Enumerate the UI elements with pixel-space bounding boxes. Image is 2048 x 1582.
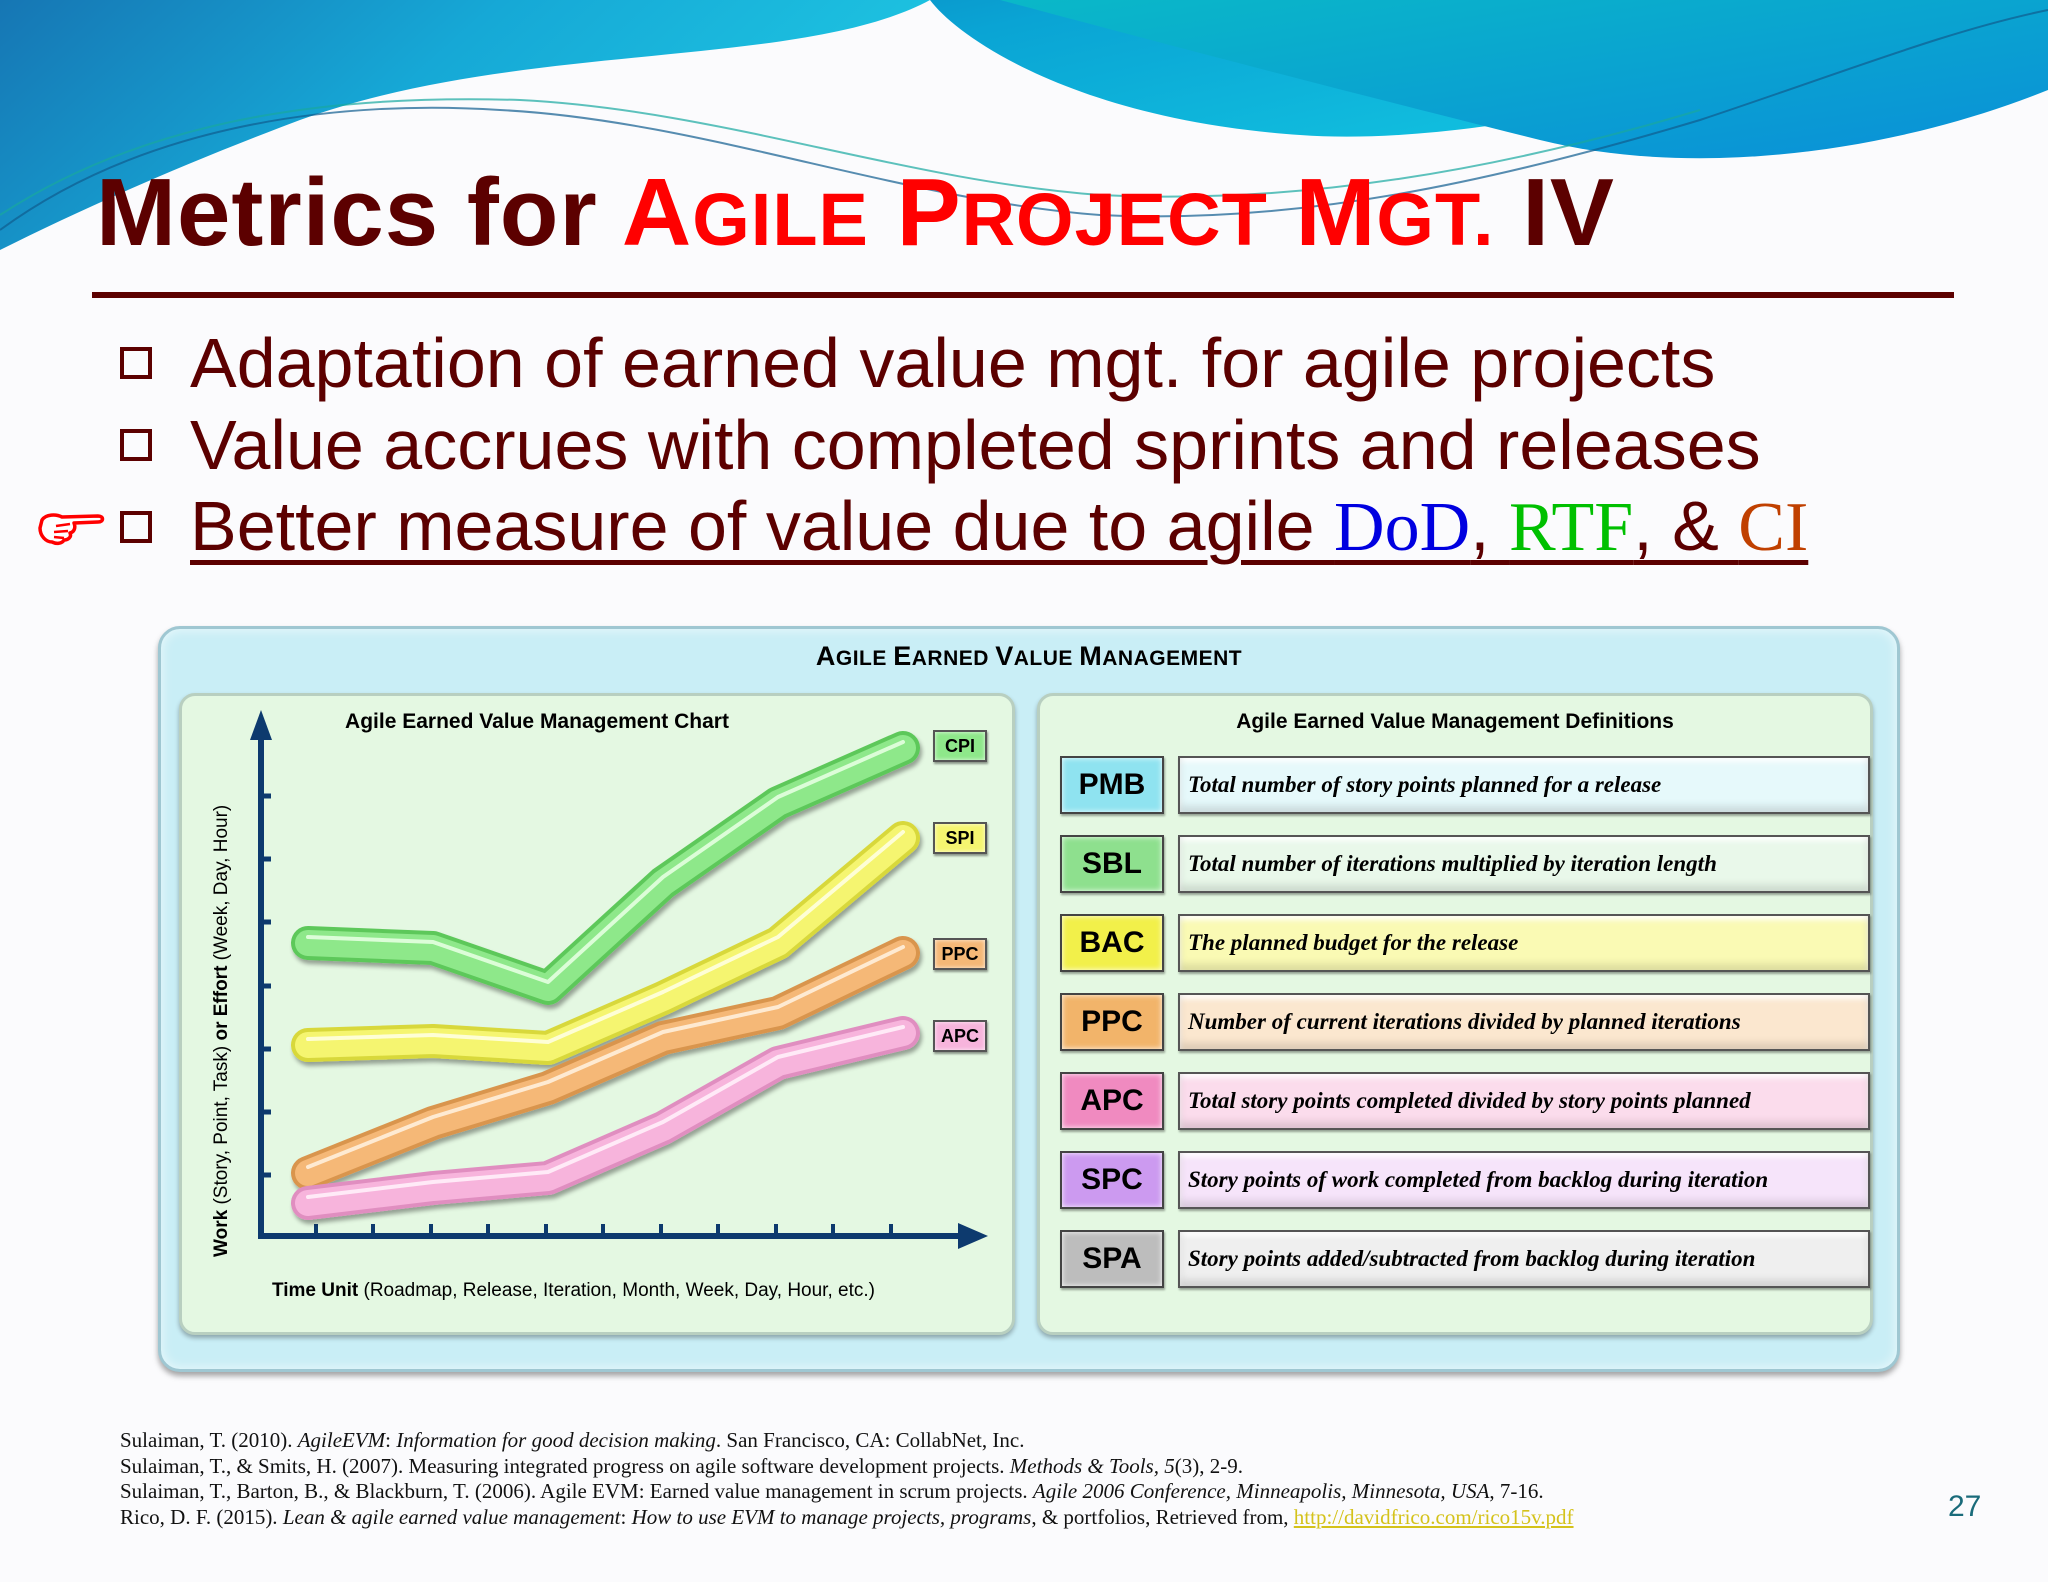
x-axis-arrow-icon [958,1223,988,1249]
definition-row-spc: SPC Story points of work completed from … [1060,1151,1870,1209]
definition-text: The planned budget for the release [1178,914,1870,972]
chart-title: Agile Earned Value Management Chart [345,710,729,733]
definition-text: Total story points completed divided by … [1178,1072,1870,1130]
abbr-label: SPC [1060,1151,1164,1209]
reference-link[interactable]: http://davidfrico.com/rico15v.pdf [1293,1504,1574,1529]
bullet-item-highlighted: Better measure of value due to agile DoD… [38,486,1809,568]
references: Sulaiman, T. (2010). AgileEVM: Informati… [120,1428,1574,1530]
abbr-label: PMB [1060,756,1164,814]
abbr-label: PPC [1060,993,1164,1051]
definition-text: Total number of story points planned for… [1178,756,1870,814]
definition-row-spa: SPA Story points added/subtracted from b… [1060,1230,1870,1288]
series-spi [291,821,920,1065]
reference-item: Sulaiman, T., Barton, B., & Blackburn, T… [120,1479,1544,1503]
title-prefix: Metrics for [96,159,622,266]
rtf-term: RTF [1509,489,1634,566]
legend-apc: APC [933,1020,987,1052]
legend-cpi: CPI [933,730,987,762]
square-bullet-icon [120,429,152,461]
ci-term: CI [1738,489,1809,566]
bullet-item: Value accrues with completed sprints and… [120,404,1808,486]
legend-ppc: PPC [933,938,987,970]
abbr-label: BAC [1060,914,1164,972]
evm-line-chart [250,710,988,1249]
definition-text: Story points added/subtracted from backl… [1178,1230,1870,1288]
definitions-title: Agile Earned Value Management Definition… [1236,710,1674,733]
series-cpi [291,731,920,1005]
evm-chart-panel: Agile Earned Value Management Chart [179,693,1015,1335]
abbr-label: SPA [1060,1230,1164,1288]
panel-title: AGILE EARNED VALUE MANAGEMENT [815,641,1243,671]
title-suffix: IV [1494,159,1615,266]
definition-text: Total number of iterations multiplied by… [1178,835,1870,893]
definition-row-sbl: SBL Total number of iterations multiplie… [1060,835,1870,893]
reference-item: Sulaiman, T., & Smits, H. (2007). Measur… [120,1453,1243,1478]
title-agile: AGILE PROJECT MGT. [621,159,1495,266]
square-bullet-icon [120,347,152,379]
y-axis-label: Work (Story, Point, Task) or Effort (Wee… [211,804,232,1257]
legend-spi: SPI [933,822,987,854]
definition-row-ppc: PPC Number of current iterations divided… [1060,993,1870,1051]
series-apc [291,1016,920,1220]
reference-item: Sulaiman, T. (2010). AgileEVM: Informati… [120,1428,1025,1452]
bullet-list: Adaptation of earned value mgt. for agil… [38,322,1809,568]
definition-row-pmb: PMB Total number of story points planned… [1060,756,1870,814]
dod-term: DoD [1334,489,1471,566]
reference-item: Rico, D. F. (2015). Lean & agile earned … [120,1504,1574,1529]
series-ppc [291,936,920,1190]
abbr-label: APC [1060,1072,1164,1130]
definition-row-bac: BAC The planned budget for the release [1060,914,1870,972]
abbr-label: SBL [1060,835,1164,893]
agile-evm-panel: AGILE EARNED VALUE MANAGEMENT Agile Earn… [158,626,1900,1372]
page-number: 27 [1948,1490,1982,1523]
y-axis-arrow-icon [250,710,272,740]
header-wave-banner [0,0,2048,250]
x-axis-label: Time Unit (Roadmap, Release, Iteration, … [272,1280,875,1301]
definition-text: Number of current iterations divided by … [1178,993,1870,1051]
bullet-item: Adaptation of earned value mgt. for agil… [120,322,1808,404]
pointing-hand-icon [38,513,105,546]
definition-row-apc: APC Total story points completed divided… [1060,1072,1870,1130]
title-divider [92,292,1954,298]
slide-title: Metrics for AGILE PROJECT MGT. IV [96,158,1615,268]
definition-text: Story points of work completed from back… [1178,1151,1870,1209]
evm-definitions-panel: Agile Earned Value Management Definition… [1037,693,1873,1335]
square-bullet-icon [120,511,152,543]
